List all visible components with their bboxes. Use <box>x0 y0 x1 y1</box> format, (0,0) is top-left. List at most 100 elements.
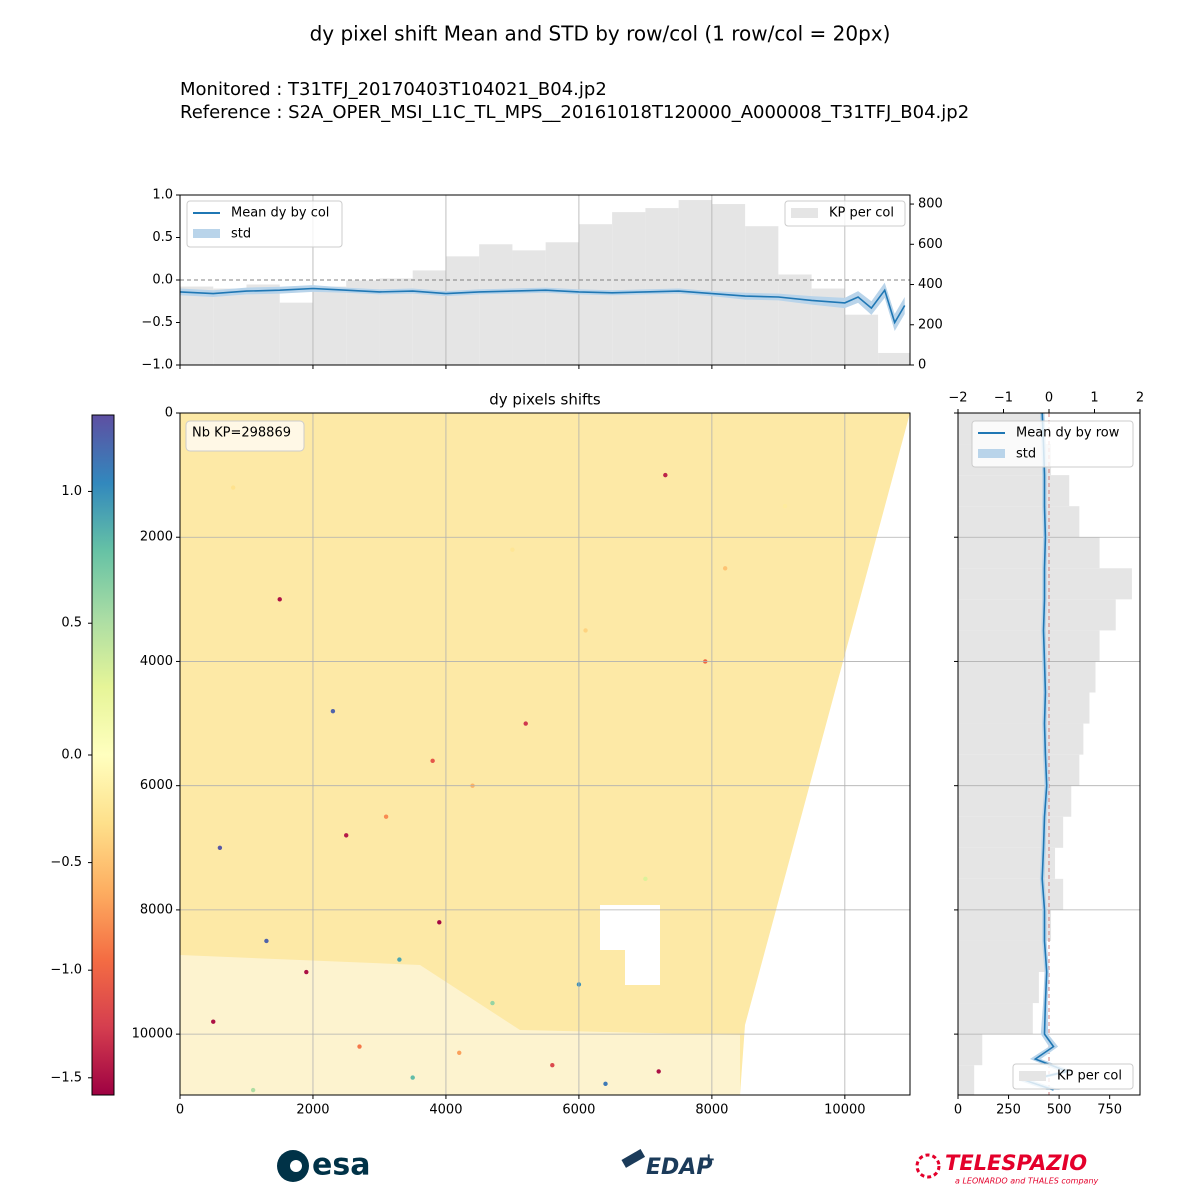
x2-tick-label: 500 <box>1047 1103 1072 1118</box>
keypoint <box>304 969 309 975</box>
keypoint <box>663 472 668 478</box>
keypoint <box>217 845 223 850</box>
histogram-bar <box>958 785 1072 817</box>
histogram-bar <box>678 200 712 365</box>
legend-label: Mean dy by row <box>1016 426 1120 441</box>
legend-label: std <box>1016 447 1036 462</box>
histogram-bar <box>711 204 746 365</box>
colorbar-tick-label: 0.0 <box>61 748 82 763</box>
keypoint-footprint <box>180 413 910 1095</box>
histogram-bar <box>958 940 1045 973</box>
y-tick-label: 0.0 <box>152 273 173 288</box>
legend-box <box>784 200 906 227</box>
keypoint <box>250 1087 256 1093</box>
histogram-bar <box>958 972 1039 1004</box>
histogram-bar <box>445 256 480 365</box>
keypoint <box>211 1019 216 1024</box>
telespazio-logo: TELESPAZIO a LEONARDO and THALES company <box>915 1151 1099 1186</box>
legend-patch <box>791 208 818 218</box>
legend-label: KP per col <box>829 206 894 221</box>
x-tick-label: 2000 <box>296 1103 329 1118</box>
y-tick-label: 6000 <box>140 778 173 793</box>
logo-plus: + <box>702 1150 715 1169</box>
keypoint <box>357 1044 362 1049</box>
keypoint <box>782 503 788 509</box>
histogram-bar <box>958 1003 1033 1035</box>
histogram-bar <box>958 506 1080 538</box>
logo-text: TELESPAZIO <box>945 1151 1087 1175</box>
histogram-bar <box>778 274 812 365</box>
esa-logo: esa <box>277 1148 370 1183</box>
y2-tick-label: 200 <box>918 317 943 332</box>
histogram-bar <box>512 250 546 365</box>
histogram-bar <box>246 284 280 365</box>
histogram-bar <box>279 302 313 365</box>
keypoint <box>330 708 336 714</box>
histogram-bar <box>645 208 679 365</box>
keypoint <box>603 1081 608 1087</box>
y-tick-label: 10000 <box>132 1027 173 1042</box>
histogram-bar <box>958 661 1096 693</box>
histogram-bar <box>958 1065 975 1095</box>
keypoint <box>457 1050 462 1055</box>
x-tick-label: 2 <box>1136 391 1144 406</box>
histogram-bar <box>545 242 579 365</box>
y-tick-label: 2000 <box>140 530 173 545</box>
y2-tick-label: 600 <box>918 237 943 252</box>
keypoint <box>583 628 588 633</box>
x-tick-label: 10000 <box>824 1103 865 1118</box>
y-tick-label: 4000 <box>140 654 173 669</box>
annotation-box <box>185 420 305 452</box>
histogram-bar <box>958 537 1100 569</box>
x2-tick-label: 0 <box>954 1103 962 1118</box>
histogram-bar <box>412 270 446 365</box>
y-tick-label: 0 <box>165 406 173 421</box>
axes-frame <box>957 412 1141 1096</box>
colorbar-tick-label: −1.0 <box>50 963 82 978</box>
histogram-bar <box>312 286 347 365</box>
y2-tick-label: 400 <box>918 277 943 292</box>
histogram-bar <box>346 280 380 365</box>
subtitle: Monitored : T31TFJ_20170403T104021_B04.j… <box>180 79 607 100</box>
axes-title: dy pixels shifts <box>489 391 601 409</box>
x2-tick-label: 750 <box>1097 1103 1122 1118</box>
sparse-area <box>180 955 740 1095</box>
legend-box <box>1012 1063 1134 1090</box>
colorbar-tick-label: −0.5 <box>50 855 82 870</box>
histogram-bar <box>180 286 214 365</box>
keypoint <box>550 1062 555 1068</box>
histogram-bar <box>213 288 247 365</box>
x-tick-label: 4000 <box>429 1103 462 1118</box>
keypoint <box>264 938 269 944</box>
empty-area <box>600 905 660 985</box>
histogram-bar <box>958 847 1056 879</box>
keypoint <box>510 547 515 552</box>
histogram-bar <box>958 723 1084 755</box>
mean-line <box>180 287 906 325</box>
histogram-bar <box>958 878 1064 910</box>
y2-tick-label: 800 <box>918 197 943 212</box>
subtitle: Reference : S2A_OPER_MSI_L1C_TL_MPS__201… <box>180 102 969 123</box>
legend-label: std <box>231 227 251 242</box>
x-tick-label: 1 <box>1090 391 1098 406</box>
legend-label: KP per col <box>1057 1069 1122 1084</box>
keypoint <box>490 1000 495 1006</box>
keypoint <box>656 1069 661 1074</box>
legend-patch <box>1019 1071 1046 1081</box>
x-tick-label: −2 <box>948 391 967 406</box>
y-tick-label: 8000 <box>140 902 173 917</box>
histogram-bar <box>958 630 1100 662</box>
legend-box <box>971 420 1134 468</box>
keypoint <box>397 957 402 962</box>
logo-text: esa <box>312 1148 370 1183</box>
x-tick-label: 8000 <box>695 1103 728 1118</box>
y2-tick-label: 0 <box>918 358 926 373</box>
colorbar <box>91 414 115 1096</box>
logo-subtext: a LEONARDO and THALES company <box>955 1177 1099 1186</box>
histogram-bar <box>479 244 513 365</box>
keypoint <box>722 566 728 571</box>
histogram-bar <box>958 599 1116 631</box>
histogram-bar <box>958 692 1090 724</box>
x-tick-label: −1 <box>994 391 1013 406</box>
